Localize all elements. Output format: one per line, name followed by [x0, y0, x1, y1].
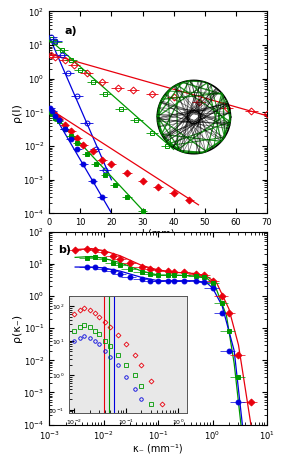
Y-axis label: ρ(l): ρ(l): [12, 103, 22, 122]
Text: b): b): [58, 245, 71, 255]
X-axis label: l (mm): l (mm): [142, 229, 174, 239]
Text: a): a): [64, 26, 77, 36]
X-axis label: κ₋ (mm⁻¹): κ₋ (mm⁻¹): [133, 443, 183, 453]
Y-axis label: ρ(κ₋): ρ(κ₋): [12, 314, 22, 342]
